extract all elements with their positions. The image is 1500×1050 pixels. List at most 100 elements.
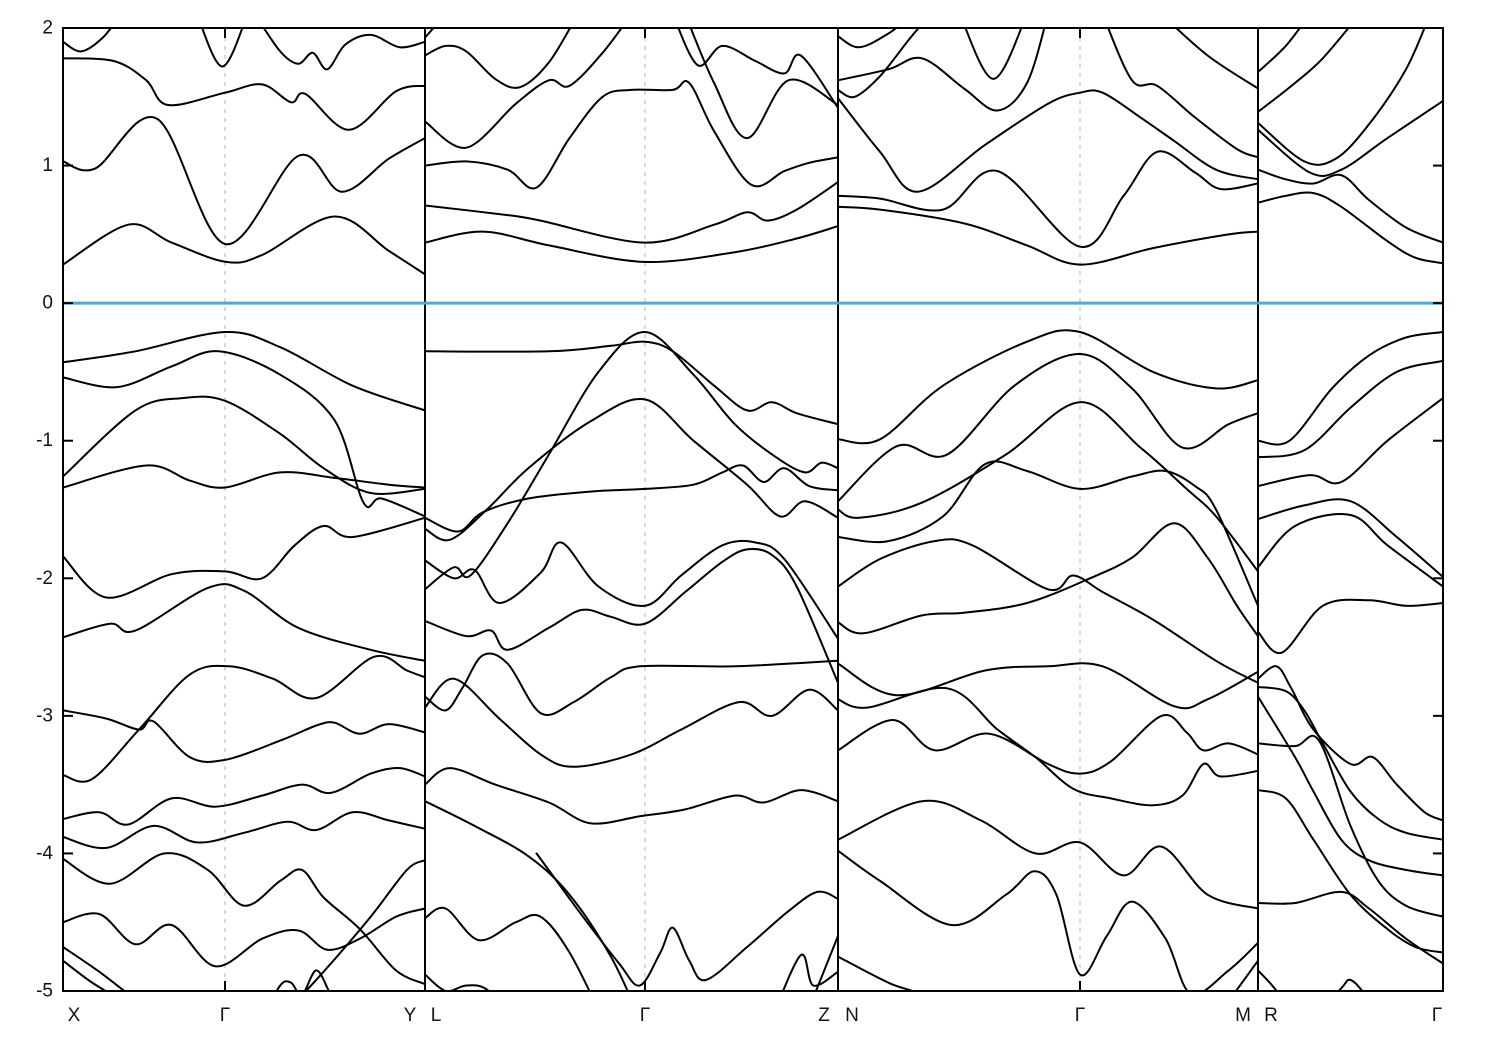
band-curve bbox=[837, 799, 1259, 910]
band-curve bbox=[303, 859, 426, 992]
band-curve bbox=[62, 767, 426, 826]
band-curve bbox=[424, 27, 436, 39]
band-curve bbox=[837, 538, 1259, 684]
band-curve bbox=[689, 27, 839, 140]
band-curve bbox=[837, 460, 1259, 607]
band-curve bbox=[1257, 734, 1444, 918]
band-curve bbox=[837, 205, 1259, 266]
band-curve bbox=[424, 906, 592, 992]
x-axis-tick-label: Z bbox=[818, 1005, 830, 1026]
band-curve bbox=[62, 959, 109, 992]
y-axis-tick-label: 0 bbox=[42, 293, 53, 314]
band-curve bbox=[62, 464, 426, 489]
band-curve bbox=[1257, 168, 1444, 244]
y-axis-tick-label: 2 bbox=[42, 18, 53, 39]
band-curve bbox=[1257, 397, 1444, 488]
x-axis-tick-label: Y bbox=[404, 1005, 417, 1026]
axis-labels-layer: 2 1 0 -1 -2 -3 -4 -5 X Γ Y L Γ Z N Γ M R Γ bbox=[36, 18, 1442, 1027]
band-curve bbox=[837, 662, 1259, 710]
band-curves-layer bbox=[62, 27, 1444, 992]
band-curve bbox=[62, 709, 426, 763]
band-curve bbox=[62, 330, 426, 412]
band-curve bbox=[424, 181, 839, 244]
band-curve bbox=[1234, 959, 1259, 992]
band-curve bbox=[1257, 598, 1444, 655]
band-curve bbox=[837, 849, 1259, 992]
x-axis-tick-label: Γ bbox=[1432, 1005, 1442, 1026]
x-axis-tick-label: X bbox=[68, 1005, 81, 1026]
band-curve bbox=[1257, 99, 1444, 178]
band-curve bbox=[424, 464, 839, 533]
band-curve bbox=[62, 215, 426, 276]
band-curve bbox=[1257, 665, 1444, 822]
band-curve bbox=[837, 713, 1259, 775]
x-axis-tick-label: R bbox=[1264, 1005, 1278, 1026]
band-curve bbox=[837, 352, 1259, 503]
band-curve bbox=[1173, 27, 1259, 90]
y-axis-tick-label: -5 bbox=[36, 981, 53, 1002]
band-curve bbox=[1257, 513, 1444, 588]
band-curve bbox=[837, 329, 1259, 445]
band-curve bbox=[964, 27, 1023, 80]
x-axis-tick-label: L bbox=[431, 1005, 442, 1026]
band-curve bbox=[1257, 359, 1444, 459]
band-curve bbox=[62, 350, 426, 518]
band-curve bbox=[837, 150, 1259, 248]
band-curve bbox=[424, 225, 839, 264]
band-curve bbox=[1257, 890, 1444, 965]
y-axis-tick-label: -2 bbox=[36, 568, 53, 589]
band-curve bbox=[1257, 27, 1426, 166]
band-curve bbox=[814, 935, 839, 992]
band-curve bbox=[62, 516, 426, 599]
y-axis-tick-label: -3 bbox=[36, 705, 53, 726]
band-curve bbox=[424, 547, 839, 684]
band-curve bbox=[781, 953, 839, 992]
band-curve bbox=[261, 27, 426, 71]
x-axis-tick-label: Γ bbox=[1075, 1005, 1085, 1026]
axes-frame-layer bbox=[62, 27, 1444, 992]
band-curve bbox=[1257, 191, 1444, 265]
band-curve bbox=[1257, 498, 1444, 578]
band-curve bbox=[837, 522, 1259, 638]
band-curve bbox=[837, 89, 1259, 193]
band-curve bbox=[1336, 978, 1365, 992]
band-curve bbox=[62, 57, 426, 131]
band-curve bbox=[424, 80, 839, 190]
band-curve bbox=[1257, 331, 1444, 446]
band-curve bbox=[424, 677, 839, 768]
y-axis-tick-label: -1 bbox=[36, 430, 53, 451]
band-curve bbox=[837, 955, 918, 992]
x-axis-tick-label: Γ bbox=[640, 1005, 650, 1026]
band-curve bbox=[424, 767, 839, 825]
band-curve bbox=[424, 539, 839, 640]
x-axis-tick-label: Γ bbox=[220, 1005, 230, 1026]
band-curve bbox=[424, 973, 492, 992]
band-curve bbox=[837, 27, 900, 49]
band-curve bbox=[837, 27, 1046, 112]
y-axis-tick-label: -4 bbox=[36, 843, 53, 864]
band-curve bbox=[62, 27, 114, 53]
band-curve bbox=[62, 810, 426, 850]
y-axis-tick-label: 1 bbox=[42, 155, 53, 176]
band-curve bbox=[424, 27, 624, 149]
band-curve bbox=[535, 852, 839, 987]
band-curve bbox=[424, 397, 839, 542]
band-curve bbox=[62, 583, 426, 662]
band-curve bbox=[62, 907, 426, 968]
band-curve bbox=[837, 401, 1259, 573]
band-curve bbox=[62, 946, 128, 992]
band-curve bbox=[676, 27, 839, 109]
x-axis-tick-label: N bbox=[845, 1005, 859, 1026]
band-curve bbox=[62, 115, 426, 246]
band-curve bbox=[1257, 27, 1302, 73]
band-curve bbox=[1257, 686, 1444, 841]
band-curve bbox=[424, 27, 572, 89]
band-curve bbox=[1257, 27, 1351, 113]
band-curve bbox=[1106, 27, 1259, 159]
band-curve bbox=[424, 330, 839, 591]
band-curve bbox=[837, 686, 1259, 807]
band-curve bbox=[62, 654, 426, 783]
